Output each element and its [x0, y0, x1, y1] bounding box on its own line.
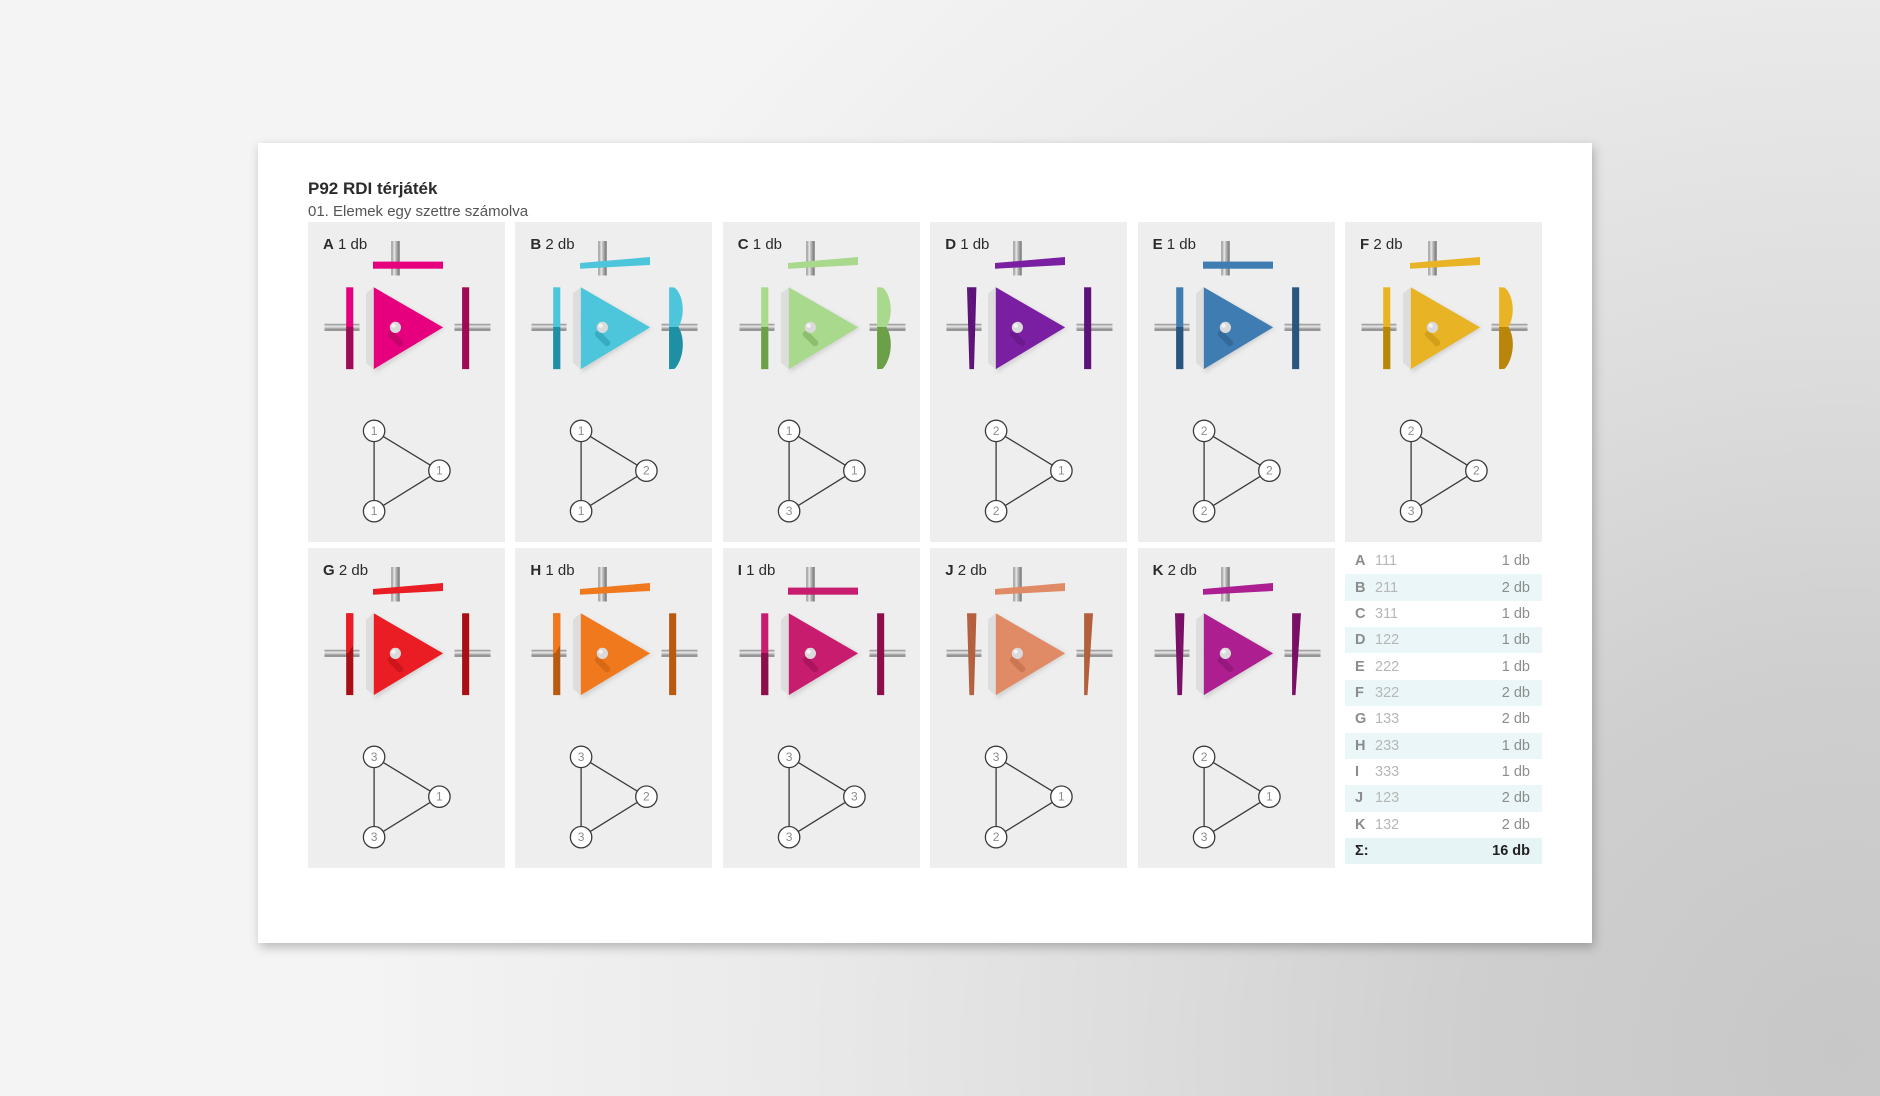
svg-text:2: 2 — [1200, 750, 1207, 764]
svg-text:3: 3 — [786, 504, 793, 518]
svg-text:1: 1 — [851, 464, 858, 478]
svg-text:2: 2 — [1473, 464, 1480, 478]
svg-text:1: 1 — [436, 790, 443, 804]
svg-text:3: 3 — [578, 830, 585, 844]
svg-text:1: 1 — [786, 424, 793, 438]
svg-text:3: 3 — [1408, 504, 1415, 518]
svg-text:2: 2 — [1266, 464, 1273, 478]
svg-text:3: 3 — [371, 750, 378, 764]
svg-text:1: 1 — [436, 464, 443, 478]
svg-text:1: 1 — [578, 424, 585, 438]
svg-text:2: 2 — [993, 424, 1000, 438]
svg-text:2: 2 — [643, 790, 650, 804]
svg-text:3: 3 — [578, 750, 585, 764]
svg-text:3: 3 — [1200, 830, 1207, 844]
svg-text:1: 1 — [578, 504, 585, 518]
svg-text:1: 1 — [371, 424, 378, 438]
svg-text:1: 1 — [1058, 790, 1065, 804]
svg-text:2: 2 — [1408, 424, 1415, 438]
svg-text:3: 3 — [993, 750, 1000, 764]
svg-text:2: 2 — [643, 464, 650, 478]
svg-text:1: 1 — [1058, 464, 1065, 478]
svg-text:1: 1 — [1266, 790, 1273, 804]
svg-text:3: 3 — [371, 830, 378, 844]
svg-text:2: 2 — [993, 504, 1000, 518]
svg-text:3: 3 — [786, 830, 793, 844]
svg-text:2: 2 — [1200, 424, 1207, 438]
svg-text:2: 2 — [1200, 504, 1207, 518]
svg-text:3: 3 — [786, 750, 793, 764]
svg-text:2: 2 — [993, 830, 1000, 844]
svg-text:1: 1 — [371, 504, 378, 518]
svg-text:3: 3 — [851, 790, 858, 804]
